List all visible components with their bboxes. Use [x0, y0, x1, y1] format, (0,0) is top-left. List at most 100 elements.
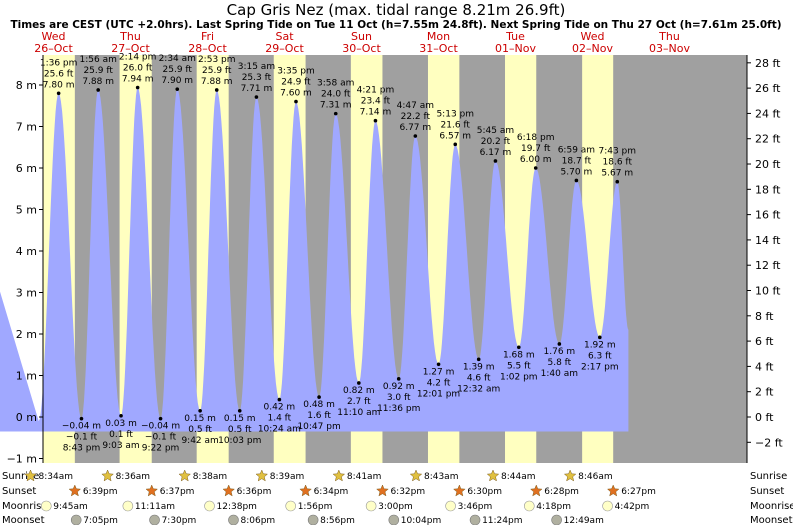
- high-tide-point: [214, 88, 219, 92]
- right-tick-label: 18 ft: [755, 183, 781, 196]
- astro-rows: Sunrise Sunrise Sunset Sunset Moonrise Moonri…: [2, 469, 793, 525]
- low-tide-time: 10:24 am: [258, 425, 301, 435]
- high-tide-time: 4:47 am: [397, 101, 434, 111]
- tide-curve: [0, 87, 629, 432]
- row-label-right: Moonrise: [750, 501, 793, 512]
- high-tide-m: 7.31 m: [320, 101, 352, 111]
- sunrise-icon: [255, 469, 269, 482]
- right-tick-label: 28 ft: [755, 57, 781, 70]
- low-tide-m: 1.92 m: [584, 340, 616, 350]
- moonset-icon: [228, 514, 239, 525]
- high-tide-time: 3:15 am: [238, 62, 275, 72]
- low-tide-time: 1:40 am: [541, 369, 578, 379]
- day-name: Thu: [658, 30, 680, 43]
- left-tick-label: 0 m: [16, 411, 37, 424]
- moonset-time: 7:30pm: [162, 516, 197, 525]
- high-tide-point: [333, 111, 338, 116]
- right-tick-label: 16 ft: [755, 209, 781, 222]
- high-tide-m: 7.71 m: [241, 84, 273, 94]
- low-tide-point: [476, 357, 481, 362]
- high-tide-point: [574, 178, 579, 183]
- sunrise-time: 8:39am: [270, 472, 305, 482]
- chart-subtitle: Times are CEST (UTC +2.0hrs). Last Sprin…: [10, 19, 781, 31]
- high-tide-time: 5:45 am: [477, 126, 514, 136]
- low-tide-m: 0.82 m: [343, 386, 375, 396]
- high-tide-time: 1:56 am: [80, 55, 117, 65]
- low-tide-ft: 4.6 ft: [467, 373, 491, 383]
- moonset-icon: [469, 514, 481, 525]
- low-tide-point: [198, 408, 202, 413]
- row-label-left: Sunrise: [2, 471, 39, 482]
- moonrise-icon: [40, 500, 52, 512]
- low-tide-ft: 0.5 ft: [188, 425, 212, 435]
- high-tide-point: [254, 95, 259, 99]
- high-tide-m: 7.94 m: [122, 74, 154, 84]
- row-label-left: Moonrise: [2, 501, 47, 512]
- right-tick-label: 24 ft: [755, 107, 781, 120]
- sunset-icon: [452, 484, 466, 497]
- low-tide-m: 1.68 m: [503, 350, 535, 360]
- row-label-right: Sunrise: [750, 471, 787, 482]
- low-tide-point: [237, 408, 242, 413]
- high-tide-m: 7.88 m: [82, 77, 114, 87]
- right-tick-label: 8 ft: [755, 310, 774, 323]
- sunrise-time: 8:43am: [424, 472, 459, 482]
- tide-area: [0, 87, 629, 432]
- sunrise-icon: [563, 469, 577, 482]
- sunset-time: 6:39pm: [83, 487, 118, 497]
- left-tick-label: −1 m: [7, 453, 37, 466]
- right-tick-label: 10 ft: [755, 285, 781, 298]
- low-tide-point: [158, 416, 163, 421]
- right-tick-label: 4 ft: [755, 360, 774, 373]
- chart-title: Cap Gris Nez (max. tidal range 8.21m 26.…: [227, 1, 566, 19]
- low-tide-ft: 4.2 ft: [427, 378, 451, 388]
- moonrise-time: 9:45am: [53, 502, 88, 512]
- right-tick-label: 26 ft: [755, 82, 781, 95]
- day-date: 30–Oct: [342, 42, 381, 55]
- day-name: Fri: [201, 30, 214, 43]
- sunset-icon: [222, 484, 236, 497]
- sunset-time: 6:30pm: [467, 487, 502, 497]
- moonrise-icon: [523, 500, 535, 512]
- high-tide-time: 7:43 pm: [598, 147, 636, 157]
- left-tick-label: 6 m: [16, 162, 37, 175]
- high-tide-m: 7.14 m: [360, 108, 392, 118]
- moonset-time: 8:06pm: [240, 516, 275, 525]
- low-tide-ft: 6.3 ft: [588, 351, 612, 361]
- sunrise-icon: [486, 469, 500, 482]
- high-tide-ft: 25.9 ft: [202, 66, 232, 76]
- right-tick-label: 14 ft: [755, 234, 781, 247]
- high-tide-point: [56, 91, 61, 96]
- high-tide-m: 5.67 m: [601, 169, 633, 179]
- low-tide-m: 0.42 m: [264, 403, 296, 413]
- day-date: 29–Oct: [265, 42, 304, 55]
- high-tide-ft: 20.2 ft: [481, 137, 511, 147]
- low-tide-time: 10:47 pm: [297, 422, 340, 432]
- low-tide-m: −0.04 m: [62, 422, 101, 432]
- low-tide-point: [119, 413, 123, 418]
- moonset-icon: [149, 514, 160, 525]
- high-tide-point: [96, 88, 100, 92]
- left-tick-label: 2 m: [16, 328, 37, 341]
- high-tide-time: 3:58 am: [317, 79, 354, 89]
- day-date: 27–Oct: [111, 42, 150, 55]
- sunset-icon: [299, 484, 312, 497]
- day-name: Sat: [275, 30, 294, 43]
- sunset-time: 6:36pm: [237, 487, 272, 497]
- sunrise-icon: [178, 469, 192, 482]
- high-tide-ft: 18.6 ft: [603, 158, 633, 168]
- low-tide-m: −0.04 m: [141, 422, 180, 432]
- moonrise-time: 1:56pm: [298, 502, 333, 512]
- moonset-time: 10:04pm: [401, 516, 441, 525]
- sunrise-icon: [24, 469, 37, 482]
- sunrise-icon: [101, 469, 114, 482]
- moonrise-icon: [445, 500, 456, 512]
- low-tide-time: 11:10 am: [337, 408, 380, 418]
- high-tide-time: 4:21 pm: [357, 86, 395, 96]
- high-tide-m: 6.00 m: [520, 155, 552, 165]
- high-tide-point: [413, 134, 418, 138]
- low-tide-point: [517, 345, 521, 350]
- low-tide-m: 1.76 m: [544, 347, 576, 357]
- sunset-icon: [376, 484, 389, 497]
- sunrise-time: 8:46am: [578, 472, 613, 482]
